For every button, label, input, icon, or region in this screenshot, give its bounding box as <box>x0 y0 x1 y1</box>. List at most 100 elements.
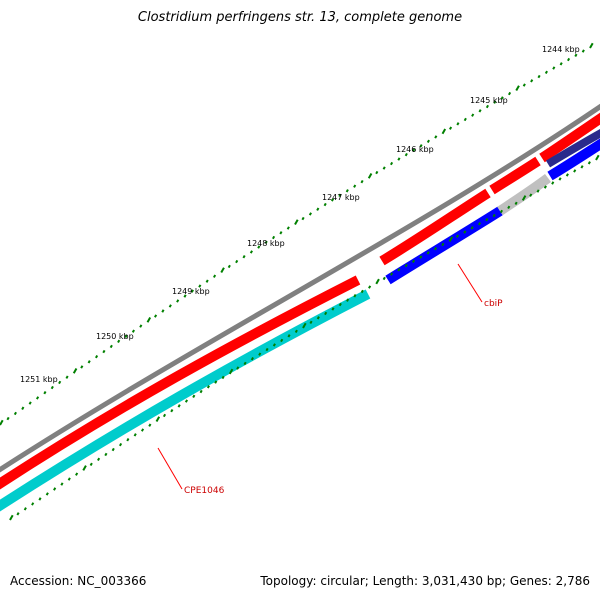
outer-tick <box>279 231 283 235</box>
tick-label-1249: 1249 kbp <box>172 287 210 296</box>
outer-tick <box>323 202 327 207</box>
inner-tick <box>412 259 416 264</box>
inner-tick <box>199 389 203 394</box>
outer-tick <box>139 324 143 328</box>
label-connector-cpe1046 <box>157 447 183 490</box>
inner-tick <box>60 482 64 486</box>
inner-tick <box>375 278 380 285</box>
outer-tick <box>58 380 62 385</box>
outer-tick <box>522 83 526 87</box>
outer-tick <box>13 411 17 416</box>
inner-tick <box>455 234 460 238</box>
outer-tick <box>190 289 194 293</box>
tick-label-1250: 1250 kbp <box>96 332 134 341</box>
outer-tick <box>235 259 239 264</box>
inner-tick <box>309 320 313 324</box>
tick-label-1248: 1248 kbp <box>247 239 285 248</box>
gene-cbip-reverse[interactable] <box>385 206 503 285</box>
outer-tick <box>227 264 231 269</box>
inner-tick <box>338 302 342 307</box>
outer-tick <box>109 344 113 349</box>
accession-text: Accession: NC_003366 <box>10 574 147 588</box>
inner-tick <box>170 408 174 413</box>
outer-tick <box>286 226 290 230</box>
genome-backbone <box>0 103 600 473</box>
outer-tick <box>508 91 512 96</box>
outer-tick <box>353 184 357 188</box>
outer-tick <box>345 189 349 193</box>
gene-label-cbip[interactable]: cbiP <box>484 299 503 309</box>
inner-tick <box>126 438 130 442</box>
outer-tick-marks <box>0 42 594 426</box>
outer-tick <box>559 62 563 66</box>
inner-tick <box>485 217 489 222</box>
feature-gray-segment[interactable] <box>497 173 551 216</box>
gene-label-cpe1046[interactable]: CPE1046 <box>184 486 225 496</box>
inner-tick <box>565 173 569 177</box>
outer-tick <box>28 401 32 405</box>
outer-tick <box>102 349 106 354</box>
inner-tick <box>463 230 467 234</box>
inner-tick <box>382 276 386 281</box>
inner-tick <box>316 316 320 320</box>
outer-tick <box>449 126 453 130</box>
outer-tick <box>412 148 416 152</box>
outer-tick <box>493 100 497 104</box>
inner-tick <box>448 236 454 243</box>
outer-tick <box>574 53 578 57</box>
inner-tick <box>258 352 262 356</box>
outer-tick <box>589 42 594 49</box>
inner-tick <box>184 399 189 403</box>
outer-tick <box>80 365 84 369</box>
inner-tick <box>45 492 49 496</box>
inner-tick <box>97 457 101 462</box>
outer-tick <box>154 314 158 318</box>
inner-tick <box>148 423 152 427</box>
inner-tick <box>499 209 503 214</box>
inner-tick <box>529 193 533 197</box>
inner-tick <box>477 222 482 226</box>
inner-tick <box>324 311 328 316</box>
outer-tick <box>404 152 408 157</box>
outer-tick <box>463 117 467 122</box>
outer-tick <box>375 170 379 175</box>
outer-tick <box>360 179 364 184</box>
outer-tick <box>441 128 447 135</box>
outer-tick <box>168 304 172 308</box>
outer-tick <box>426 139 430 144</box>
genome-title: Clostridium perfringens str. 13, complet… <box>137 10 463 25</box>
gene-cpe1046-forward[interactable] <box>0 275 361 490</box>
inner-tick <box>228 368 234 375</box>
gene-reverse-dark[interactable] <box>545 128 600 168</box>
tick-label-1251: 1251 kbp <box>20 375 58 384</box>
outer-tick <box>264 240 268 244</box>
outer-tick <box>36 396 40 400</box>
outer-tick <box>146 316 152 323</box>
inner-tick <box>492 213 496 218</box>
gene-forward-4[interactable] <box>539 112 600 163</box>
inner-tick <box>162 413 167 418</box>
gene-reverse-blue-2[interactable] <box>547 138 600 181</box>
inner-tick <box>360 289 364 294</box>
outer-tick <box>530 79 534 83</box>
feature-cpe1046-cyan[interactable] <box>0 289 371 512</box>
outer-tick <box>198 284 202 288</box>
outer-tick <box>456 122 460 126</box>
outer-tick <box>249 250 253 254</box>
inner-tick <box>119 442 123 447</box>
inner-tick <box>433 246 438 251</box>
gene-forward-2[interactable] <box>379 188 491 266</box>
inner-tick <box>236 366 240 370</box>
inner-tick <box>243 361 247 366</box>
inner-tick <box>23 507 27 511</box>
outer-tick <box>331 198 335 202</box>
outer-tick <box>419 144 423 148</box>
inner-tick <box>265 347 269 352</box>
inner-tick <box>16 512 20 516</box>
inner-tick <box>82 465 87 471</box>
inner-tick <box>558 177 562 181</box>
gene-forward-3[interactable] <box>489 156 541 195</box>
outer-tick <box>50 385 54 390</box>
